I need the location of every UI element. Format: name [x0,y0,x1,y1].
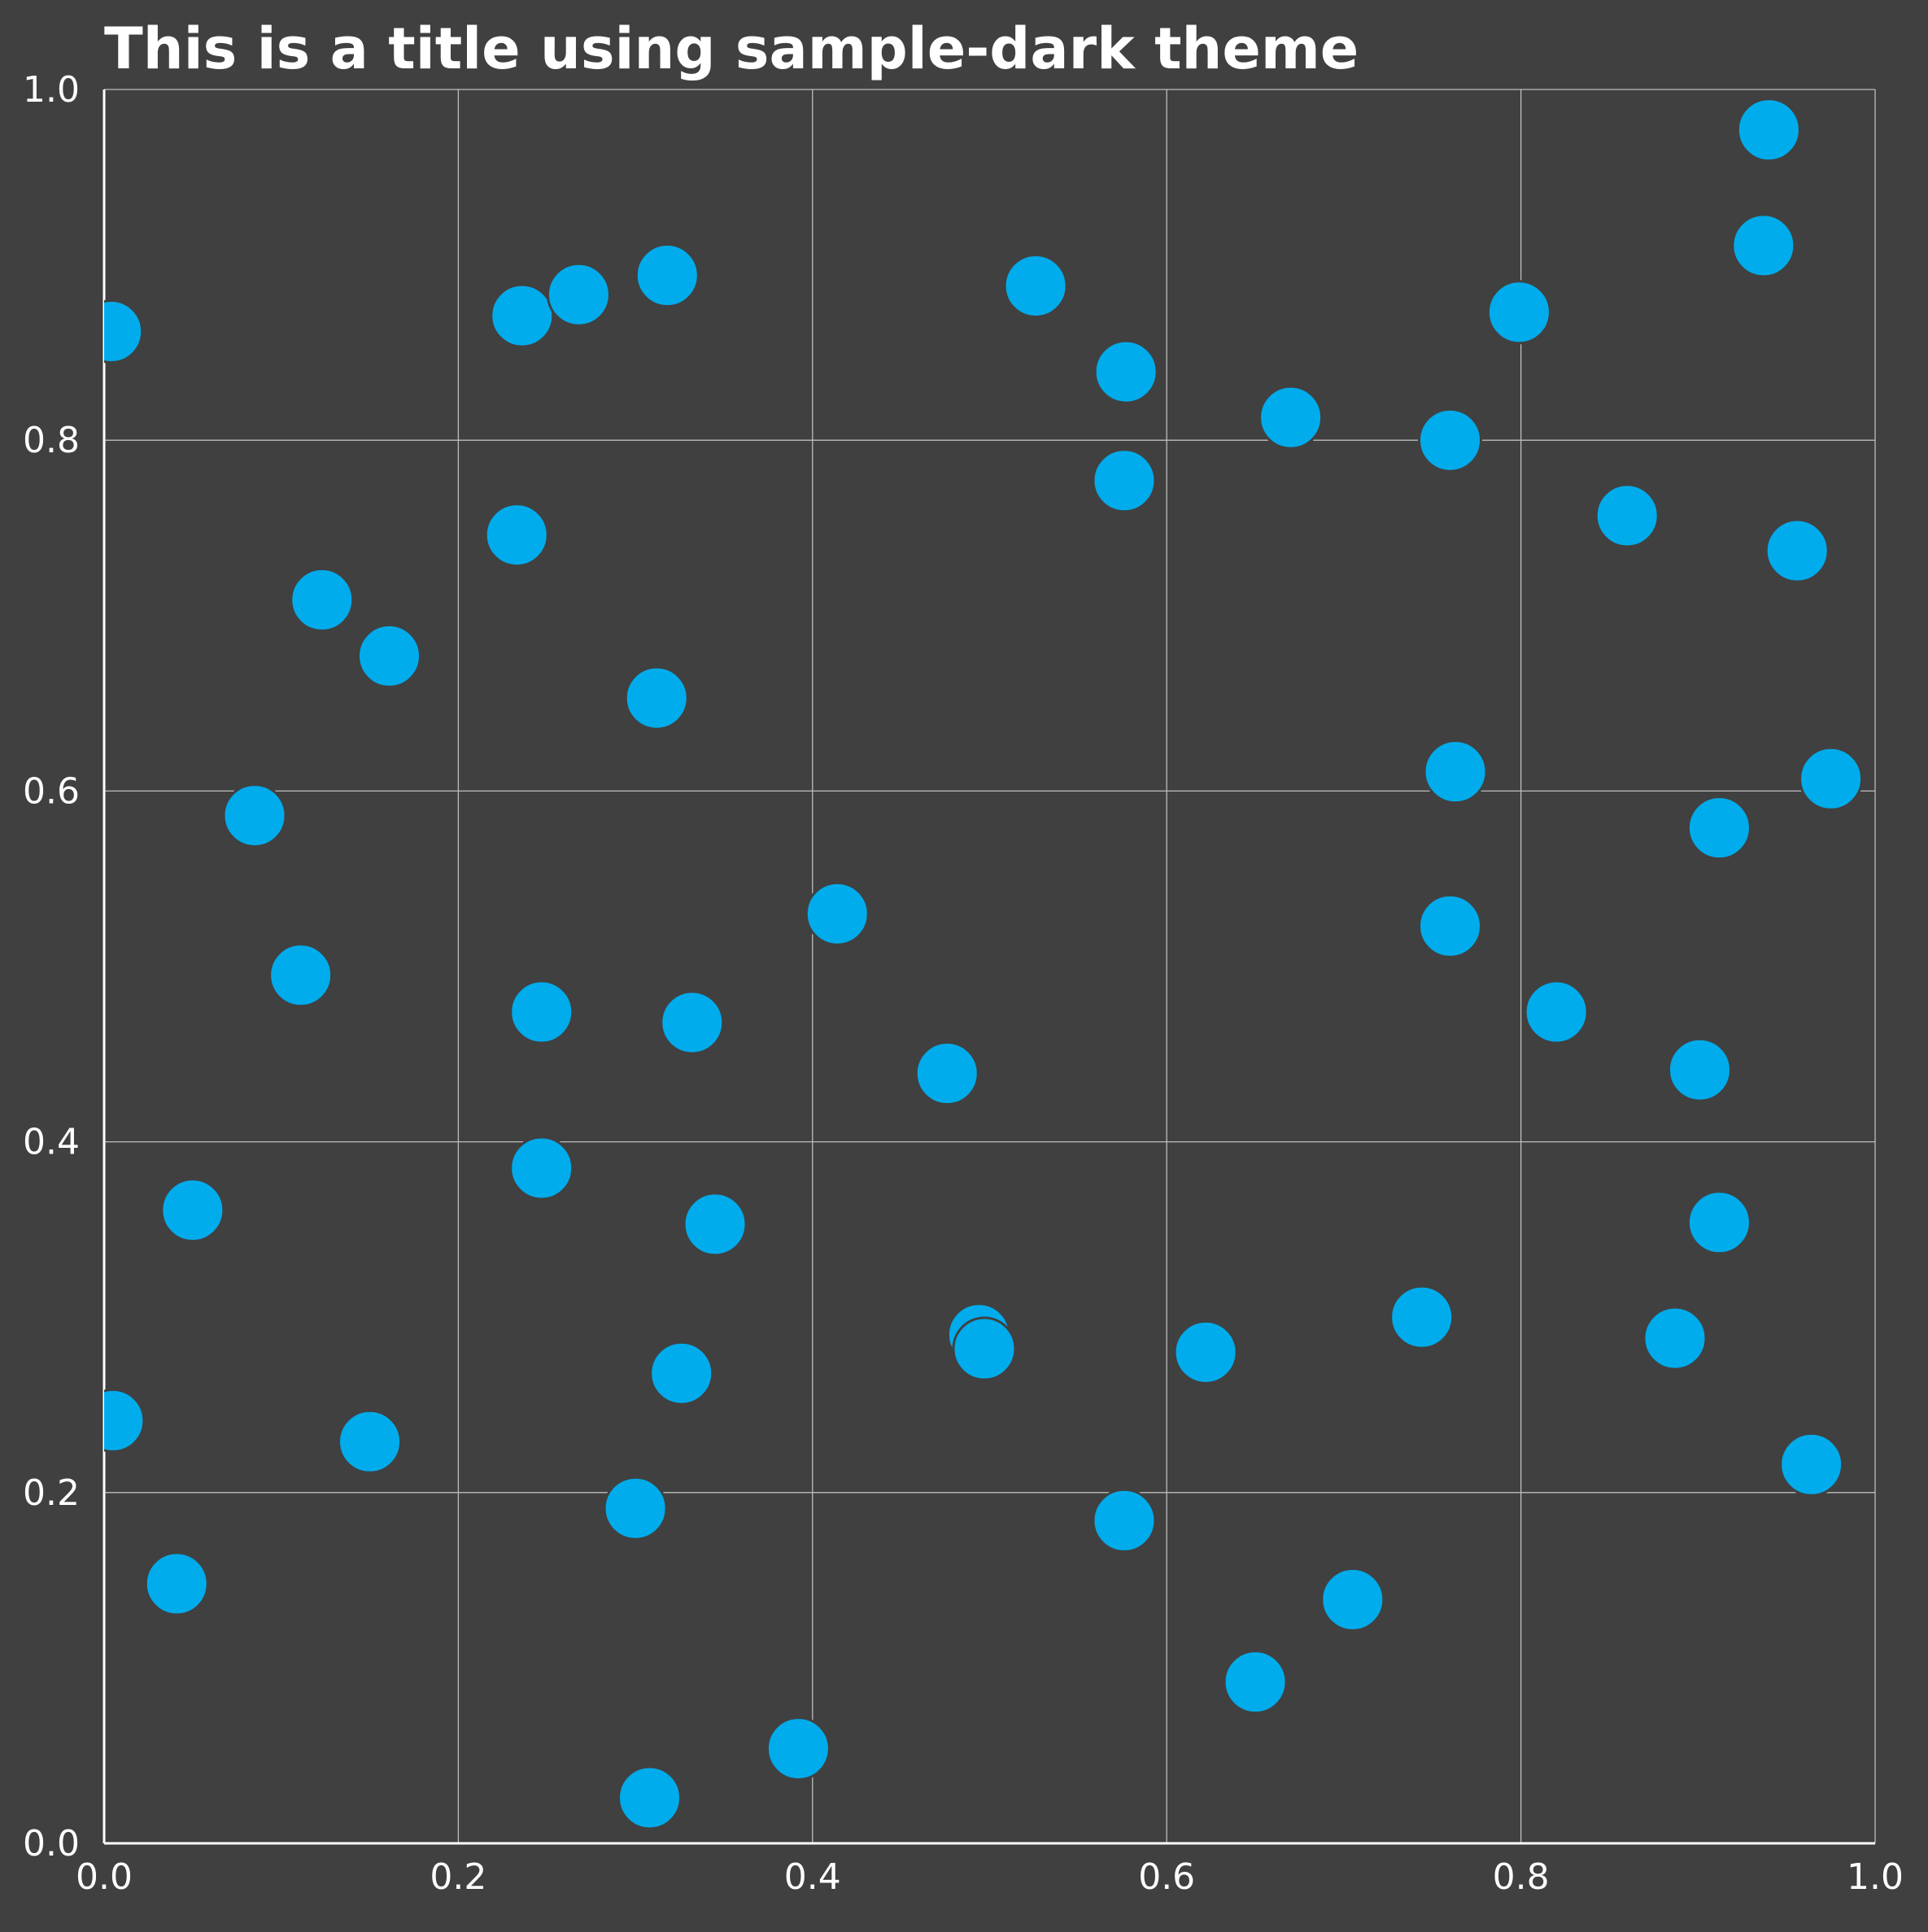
tick-labels: 0.0 0.2 0.4 0.6 0.8 1.0 0.0 0.2 0.4 0.6 0.8 1.0 [23,69,1904,1898]
data-point [1389,1284,1455,1350]
data-point [1686,796,1751,861]
data-point [914,1041,979,1106]
data-point [1173,1319,1238,1385]
data-point [683,1192,748,1257]
chart-title: This is a title using sample-dark theme [104,15,1359,82]
data-point [1093,339,1158,404]
y-tick-label: 0.0 [23,1823,80,1864]
axes [103,89,1875,1845]
data-point [624,665,689,730]
data-point [952,1316,1017,1381]
x-tick-label: 1.0 [1847,1856,1904,1898]
data-point [1486,280,1551,345]
data-point [603,1476,668,1541]
data-point [1223,1650,1288,1715]
data-point [222,783,287,848]
data-point [268,943,334,1008]
data-point [1258,385,1324,450]
data-point [1423,739,1488,805]
data-point [356,623,421,688]
x-tick-label: 0.6 [1138,1856,1195,1898]
data-point [1779,1432,1844,1497]
data-point [290,567,355,632]
y-tick-label: 0.8 [23,420,80,461]
y-tick-label: 1.0 [23,69,80,111]
data-point [805,881,870,946]
grid-lines [104,89,1876,1843]
data-point [660,990,725,1055]
data-point [1418,893,1483,958]
data-point [1686,1190,1751,1255]
x-tick-label: 0.0 [76,1856,133,1898]
data-point [1003,253,1068,318]
data-point [144,1551,209,1616]
data-point [1418,408,1483,473]
data-point [546,262,611,327]
data-point [509,1136,574,1201]
y-tick-label: 0.4 [23,1122,80,1163]
data-point [104,299,144,364]
data-point [1731,213,1796,278]
data-point [1642,1306,1708,1371]
data-point [635,243,700,308]
data-point [1667,1037,1732,1102]
data-point [766,1716,831,1782]
data-point [338,1409,403,1474]
data-point [509,979,574,1045]
data-point [1594,483,1660,548]
y-tick-label: 0.2 [23,1472,80,1514]
data-point [617,1765,683,1830]
data-point [160,1178,225,1243]
y-tick-label: 0.6 [23,770,80,812]
x-tick-label: 0.2 [430,1856,486,1898]
data-point [1764,518,1830,583]
data-point [1092,448,1157,513]
x-tick-label: 0.8 [1493,1856,1550,1898]
data-point [1524,979,1589,1045]
data-point [1736,98,1801,163]
data-point [649,1341,714,1406]
data-point [104,1388,146,1453]
data-points [104,98,1864,1830]
data-point [490,283,555,348]
data-point [1092,1488,1157,1553]
data-point [1320,1567,1385,1632]
data-point [484,503,549,568]
x-tick-label: 0.4 [784,1856,841,1898]
data-point [1799,746,1864,811]
